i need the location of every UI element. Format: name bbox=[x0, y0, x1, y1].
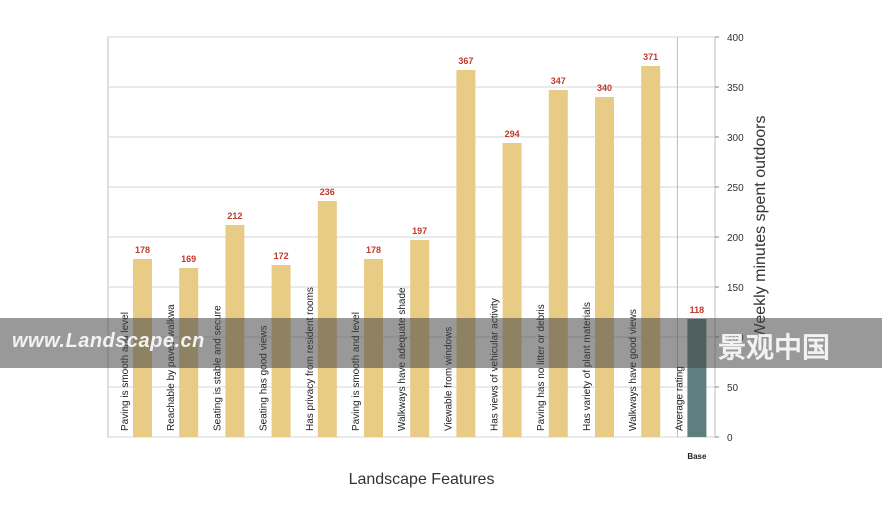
category-label: Walkways have good views bbox=[628, 309, 639, 431]
category-label: Paving is smooth and level bbox=[351, 312, 362, 431]
bar-value-label: 212 bbox=[227, 211, 242, 221]
watermark-url: www.Landscape.cn bbox=[12, 330, 205, 352]
y-tick-label: 200 bbox=[727, 233, 744, 244]
y-tick-label: 300 bbox=[727, 133, 744, 144]
feature-bar bbox=[456, 70, 476, 437]
x-axis-title: Landscape Features bbox=[349, 471, 495, 488]
watermark-logo-text: 景观中国 bbox=[718, 331, 831, 364]
y-tick-label: 350 bbox=[727, 83, 744, 94]
feature-bar bbox=[548, 90, 568, 437]
category-label: Paving is smooth and level bbox=[120, 312, 131, 431]
feature-bar bbox=[595, 97, 614, 437]
y-axis-title: Weekly minutes spent outdoors bbox=[752, 116, 769, 339]
y-tick-label: 250 bbox=[727, 183, 744, 194]
bar-value-label: 169 bbox=[181, 254, 196, 264]
y-tick-label: 0 bbox=[727, 433, 733, 444]
bar-value-label: 178 bbox=[135, 245, 150, 255]
watermark-band bbox=[0, 318, 882, 368]
bar-value-label: 371 bbox=[643, 52, 658, 62]
category-label: Seating has good views bbox=[259, 325, 270, 431]
bar-value-label: 367 bbox=[458, 56, 473, 66]
bar-value-label: 340 bbox=[597, 83, 612, 93]
y-tick-label: 50 bbox=[727, 383, 739, 394]
bar-value-label: 294 bbox=[505, 129, 520, 139]
y-tick-label: 400 bbox=[727, 33, 744, 44]
bar-value-label: 236 bbox=[320, 187, 335, 197]
y-tick-label: 150 bbox=[727, 283, 744, 294]
category-label: Average rating bbox=[674, 366, 685, 431]
bar-value-label: 347 bbox=[551, 76, 566, 86]
bar-value-label: 172 bbox=[274, 251, 289, 261]
feature-bar bbox=[502, 143, 522, 437]
bar-value-label: 197 bbox=[412, 226, 427, 236]
feature-bar bbox=[641, 66, 661, 437]
bar-value-label: 118 bbox=[690, 305, 705, 315]
bar-value-label: 178 bbox=[366, 245, 381, 255]
category-label: Viewable from windows bbox=[443, 327, 454, 431]
base-label: Base bbox=[687, 452, 707, 461]
